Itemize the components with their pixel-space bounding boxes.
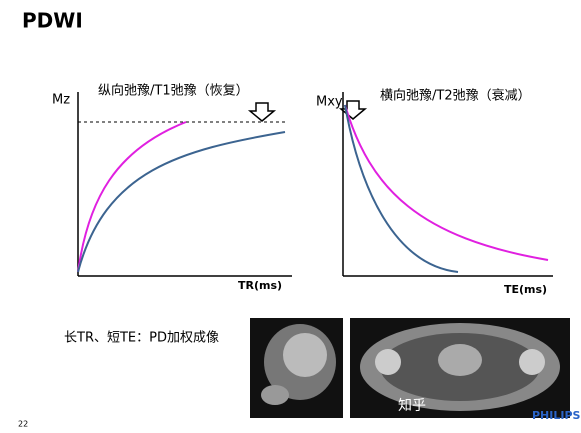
caption: 长TR、短TE：PD加权成像 xyxy=(64,330,219,346)
image-shape xyxy=(519,349,545,375)
watermark: 知乎 xyxy=(398,397,426,414)
slide-title: PDWI xyxy=(22,9,83,33)
image-shape xyxy=(283,333,327,377)
mri-pelvis xyxy=(350,318,570,418)
t1-plot: Mz 纵向弛豫/T1弛豫（恢复） TR(ms) xyxy=(52,83,292,292)
y-label: Mz xyxy=(52,93,70,108)
image-shape xyxy=(261,385,289,405)
x-label: TE(ms) xyxy=(504,283,547,296)
curve xyxy=(77,131,286,273)
mri-knee xyxy=(250,318,343,418)
curve xyxy=(344,104,459,273)
plot-title: 纵向弛豫/T1弛豫（恢复） xyxy=(98,83,249,99)
y-label: Mxy xyxy=(316,95,343,110)
image-shape xyxy=(375,349,401,375)
curve xyxy=(77,121,187,273)
arrow-icon xyxy=(247,102,277,122)
curve xyxy=(344,104,549,261)
brand: PHILIPS xyxy=(532,409,581,422)
x-label: TR(ms) xyxy=(238,279,282,292)
t2-plot: Mxy 横向弛豫/T2弛豫（衰减） TE(ms) xyxy=(316,88,553,296)
plot-title: 横向弛豫/T2弛豫（衰减） xyxy=(380,88,531,104)
page-number: 22 xyxy=(18,420,28,429)
image-shape xyxy=(438,344,482,376)
